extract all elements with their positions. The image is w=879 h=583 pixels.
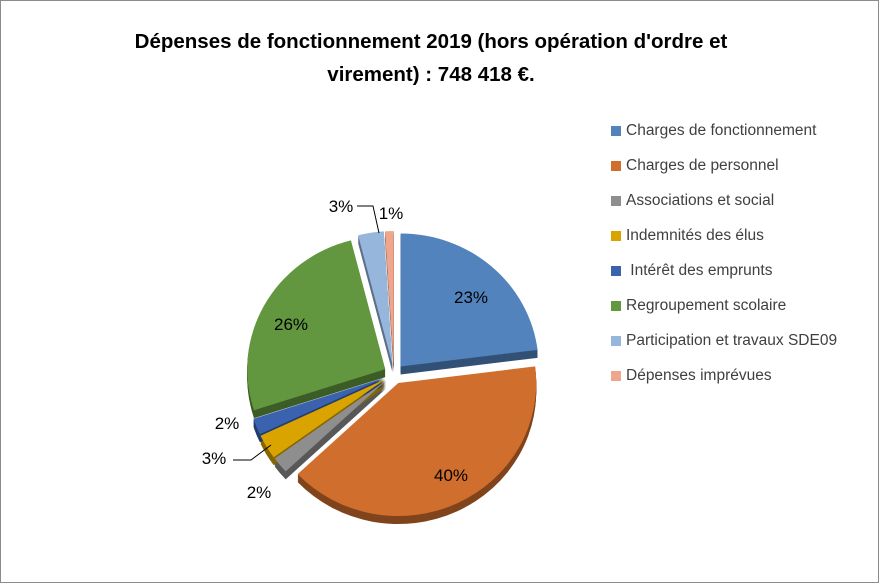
pie-slice[interactable] xyxy=(260,379,386,458)
pie-slice[interactable] xyxy=(297,366,537,517)
legend-label: Intérêt des emprunts xyxy=(626,261,773,279)
leader-line xyxy=(233,444,272,461)
legend-item: Participation et travaux SDE09 xyxy=(611,323,837,358)
data-label: 26% xyxy=(274,315,308,334)
pie-slice[interactable] xyxy=(358,231,393,365)
legend-item: Intérêt des emprunts xyxy=(611,253,837,288)
pie-slice[interactable] xyxy=(400,233,538,367)
chart-title: Dépenses de fonctionnement 2019 (hors op… xyxy=(61,25,801,91)
chart-title-line-2: virement) : 748 418 €. xyxy=(327,63,535,86)
legend-label: Participation et travaux SDE09 xyxy=(626,331,838,349)
legend-swatch xyxy=(611,195,621,206)
legend-swatch xyxy=(611,300,621,311)
pie-slice[interactable] xyxy=(385,231,394,365)
legend-item: Charges de personnel xyxy=(611,148,837,183)
legend-item: Indemnités des élus xyxy=(611,218,837,253)
data-label: 3% xyxy=(329,197,354,216)
leader-line xyxy=(357,205,380,234)
legend-swatch xyxy=(611,370,621,381)
data-label: 40% xyxy=(434,466,468,485)
data-label: 2% xyxy=(247,483,272,502)
legend-label: Charges de personnel xyxy=(626,156,779,174)
legend-label: Regroupement scolaire xyxy=(626,296,787,314)
chart-title-line-1: Dépenses de fonctionnement 2019 (hors op… xyxy=(134,30,728,53)
legend-swatch xyxy=(611,160,621,171)
legend-label: Associations et social xyxy=(626,191,775,209)
pie-slice[interactable] xyxy=(247,240,386,411)
legend-swatch xyxy=(611,265,621,276)
legend-swatch xyxy=(611,335,621,346)
legend-swatch xyxy=(611,230,621,241)
legend: Charges de fonctionnement Charges de pers… xyxy=(611,113,837,393)
pie-slice[interactable] xyxy=(274,380,387,472)
legend-item: Charges de fonctionnement xyxy=(611,113,837,148)
pie-slice[interactable] xyxy=(253,377,385,435)
data-label: 1% xyxy=(379,204,404,223)
data-label: 23% xyxy=(454,288,488,307)
data-label: 2% xyxy=(215,414,240,433)
legend-label: Dépenses imprévues xyxy=(626,366,772,384)
data-label: 3% xyxy=(202,449,227,468)
legend-item: Dépenses imprévues xyxy=(611,358,837,393)
legend-swatch xyxy=(611,125,621,136)
legend-item: Associations et social xyxy=(611,183,837,218)
legend-label: Indemnités des élus xyxy=(626,226,764,244)
legend-item: Regroupement scolaire xyxy=(611,288,837,323)
legend-label: Charges de fonctionnement xyxy=(626,121,817,139)
